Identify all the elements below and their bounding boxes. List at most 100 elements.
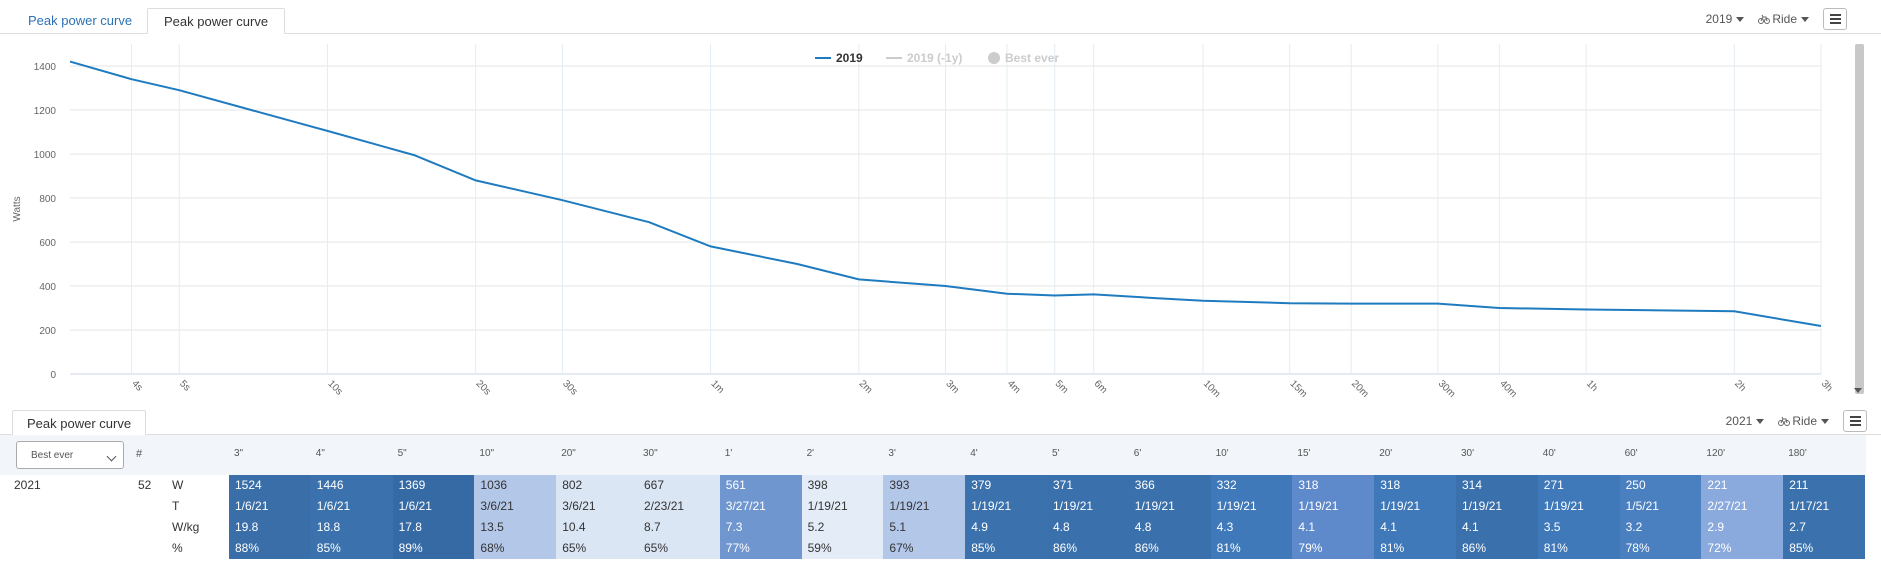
peak-cell[interactable]: 379 1/19/21 4.9 85%	[965, 475, 1048, 559]
top-tab-bar: Peak power curve Peak power curve	[0, 0, 1881, 34]
y-tick-label: 0	[50, 370, 56, 381]
peak-cell[interactable]: 398 1/19/21 5.2 59%	[801, 475, 884, 559]
peak-cell[interactable]: 211 1/17/21 2.7 85%	[1783, 475, 1866, 559]
row-label-w: W	[172, 478, 184, 492]
peak-cell-w: 314	[1462, 478, 1483, 492]
peak-cell-pct: 85%	[971, 541, 996, 555]
duration-header: 60'	[1624, 448, 1638, 459]
duration-header: 120'	[1706, 448, 1725, 459]
count-column-header: #	[136, 448, 143, 460]
duration-header: 10'	[1215, 448, 1229, 459]
year-dropdown[interactable]: 2019	[1706, 12, 1745, 26]
peak-cell-pct: 77%	[725, 541, 750, 555]
x-tick-label: 10s	[325, 378, 344, 397]
peak-cell-wkg: 3.2	[1625, 520, 1643, 534]
peak-cell[interactable]: 318 1/19/21 4.1 81%	[1374, 475, 1457, 559]
tab-peak-power-curve-table[interactable]: Peak power curve	[12, 410, 147, 436]
duration-header: 4"	[315, 448, 325, 459]
peak-cell[interactable]: 314 1/19/21 4.1 86%	[1456, 475, 1539, 559]
peak-cell-pct: 67%	[889, 541, 914, 555]
peak-cell-w: 802	[562, 478, 583, 492]
peak-cell-w: 379	[971, 478, 992, 492]
peak-cell-t: 1/6/21	[316, 499, 351, 513]
peak-cell-t: 1/19/21	[807, 499, 848, 513]
caret-down-icon	[1801, 16, 1809, 22]
table-header-row	[0, 435, 1866, 475]
table-menu-button[interactable]	[1843, 410, 1867, 432]
row-count: 52	[138, 478, 152, 492]
peak-cell-t: 1/6/21	[398, 499, 432, 513]
peak-power-chart: 0 200 400 600 800 1000 1200 1400 4s 5s 10s 20s 30s 1m…	[12, 44, 1835, 400]
peak-cell[interactable]: 250 1/5/21 3.2 78%	[1619, 475, 1702, 559]
peak-cell[interactable]: 332 1/19/21 4.3 81%	[1210, 475, 1293, 559]
duration-header: 6'	[1133, 448, 1142, 459]
peak-cell-wkg: 4.8	[1053, 520, 1070, 534]
scrollbar[interactable]	[1855, 44, 1864, 394]
peak-cell[interactable]: 366 1/19/21 4.8 86%	[1128, 475, 1212, 559]
scroll-down-arrow-icon[interactable]	[1854, 388, 1862, 393]
table-sport-dropdown[interactable]: Ride	[1778, 414, 1829, 428]
x-tick-label: 1m	[708, 378, 726, 396]
peak-cell[interactable]: 802 3/6/21 10.4 65%	[556, 475, 639, 559]
peak-cell-wkg: 4.9	[971, 520, 988, 534]
peak-cell-w: 318	[1380, 478, 1401, 492]
peak-cell-pct: 78%	[1625, 541, 1650, 555]
duration-header: 30'	[1461, 448, 1475, 459]
peak-cell-pct: 79%	[1298, 541, 1323, 555]
duration-header: 5'	[1052, 448, 1060, 459]
peak-cell-w: 271	[1543, 478, 1564, 492]
peak-cell-t: 1/17/21	[1789, 499, 1830, 513]
tab-peak-power-curve-1[interactable]: Peak power curve	[28, 13, 133, 28]
x-tick-label: 5m	[1053, 378, 1071, 396]
x-tick-label: 15m	[1288, 378, 1310, 400]
peak-cell-t: 1/19/21	[971, 499, 1012, 513]
chevron-down-icon	[106, 451, 117, 462]
peak-cell-t: 1/19/21	[889, 499, 930, 513]
peak-cell[interactable]: 393 1/19/21 5.1 67%	[883, 475, 966, 559]
peak-cell-pct: 88%	[235, 541, 260, 555]
peak-cell-w: 1036	[480, 478, 508, 492]
peak-cell[interactable]: 221 2/27/21 2.9 72%	[1701, 475, 1784, 559]
peak-cell-wkg: 17.8	[398, 520, 422, 534]
peak-cell-w: 332	[1216, 478, 1237, 492]
x-tick-label: 3h	[1819, 378, 1835, 394]
peak-cell-wkg: 4.1	[1380, 520, 1397, 534]
table-year-dropdown[interactable]: 2021	[1726, 414, 1765, 428]
row-label-t: T	[172, 499, 180, 513]
peak-cell-pct: 65%	[644, 541, 669, 555]
legend-item: 2019 (-1y)	[907, 51, 962, 65]
peak-cell-pct: 81%	[1216, 541, 1241, 555]
peak-cell-t: 1/5/21	[1625, 499, 1659, 513]
x-tick-label: 6m	[1092, 378, 1110, 396]
tab-peak-power-curve-2[interactable]: Peak power curve	[147, 8, 286, 34]
peak-cell[interactable]: 1446 1/6/21 18.8 85%	[310, 475, 394, 559]
peak-cell[interactable]: 1036 3/6/21 13.5 68%	[474, 475, 557, 559]
peak-cell-w: 318	[1298, 478, 1319, 492]
x-tick-label: 30s	[560, 378, 579, 397]
duration-header: 20"	[561, 448, 576, 459]
peak-cell[interactable]: 271 1/19/21 3.5 81%	[1537, 475, 1621, 559]
duration-header: 15'	[1297, 448, 1311, 459]
peak-cell[interactable]: 1369 1/6/21 17.8 89%	[392, 475, 475, 559]
peak-cell-t: 1/19/21	[1216, 499, 1257, 513]
peak-cell-t: 1/19/21	[1380, 499, 1421, 513]
x-tick-label: 30m	[1436, 378, 1458, 400]
peak-cell-t: 1/19/21	[1462, 499, 1503, 513]
peak-cell[interactable]: 318 1/19/21 4.1 79%	[1292, 475, 1375, 559]
peak-cell[interactable]: 561 3/27/21 7.3 77%	[719, 475, 803, 559]
peak-cell[interactable]: 667 2/23/21 8.7 65%	[638, 475, 721, 559]
best-ever-select[interactable]: Best ever	[16, 441, 124, 469]
peak-cell-w: 250	[1625, 478, 1646, 492]
peak-cell-t: 2/23/21	[644, 499, 685, 513]
duration-header: 2'	[806, 448, 815, 459]
peak-cell-wkg: 18.8	[316, 520, 341, 534]
peak-cell-wkg: 13.5	[480, 520, 504, 534]
peak-cell[interactable]: 371 1/19/21 4.8 86%	[1047, 475, 1130, 559]
x-tick-label: 2h	[1732, 378, 1748, 394]
peak-cell-t: 3/27/21	[725, 499, 766, 513]
x-tick-label: 40m	[1497, 378, 1519, 400]
peak-cell-w: 393	[889, 478, 910, 492]
peak-cell[interactable]: 1524 1/6/21 19.8 88%	[229, 475, 312, 559]
chart-menu-button[interactable]	[1823, 8, 1847, 30]
sport-dropdown[interactable]: Ride	[1758, 12, 1809, 26]
